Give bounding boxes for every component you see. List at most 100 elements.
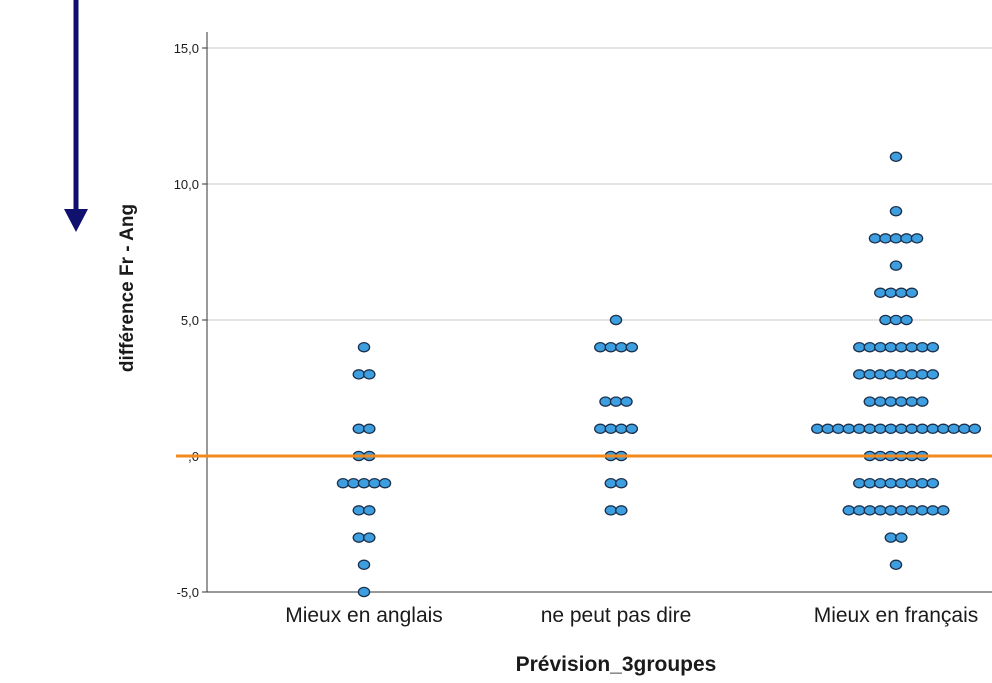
data-point: [895, 477, 908, 489]
data-point: [895, 505, 908, 516]
y-tick-label: 5,0: [181, 313, 199, 328]
data-point: [889, 151, 903, 163]
data-point: [889, 233, 903, 244]
data-point: [363, 532, 376, 543]
data-point: [357, 341, 371, 353]
data-point: [357, 559, 371, 571]
data-point: [889, 205, 903, 217]
data-point: [879, 314, 892, 326]
data-point: [863, 341, 877, 353]
data-point: [378, 477, 392, 489]
data-point: [926, 477, 940, 489]
data-point: [868, 233, 882, 244]
data-point: [916, 341, 929, 353]
data-point: [604, 341, 618, 353]
data-point: [599, 396, 612, 407]
data-point: [889, 559, 903, 571]
x-category-label: Mieux en français: [814, 604, 979, 627]
data-point: [842, 505, 856, 516]
data-point: [352, 423, 366, 435]
data-point: [625, 341, 639, 353]
data-point: [615, 505, 628, 516]
data-point: [594, 423, 607, 435]
data-point: [863, 396, 877, 407]
category-labels: Mieux en anglais ne peut pas dire Mieux en…: [285, 604, 978, 627]
data-point: [905, 423, 919, 435]
data-point: [926, 369, 940, 380]
data-point: [853, 477, 866, 489]
data-point: [347, 477, 360, 489]
data-point: [937, 423, 950, 435]
data-point: [900, 233, 913, 244]
data-point: [905, 369, 919, 380]
data-point: [879, 233, 892, 244]
data-point: [604, 505, 618, 516]
down-arrow-icon: [64, 0, 88, 232]
data-point: [357, 586, 371, 598]
data-dots: [336, 151, 982, 598]
data-point: [352, 532, 366, 543]
data-point: [900, 314, 913, 326]
data-point: [926, 341, 940, 353]
data-point: [895, 532, 908, 543]
data-point: [916, 477, 929, 489]
data-point: [615, 423, 628, 435]
data-point: [884, 287, 898, 299]
data-point: [889, 260, 903, 271]
data-point: [874, 369, 887, 380]
data-point: [874, 396, 887, 407]
data-point: [336, 477, 350, 489]
data-point: [884, 369, 898, 380]
data-point: [884, 532, 898, 543]
data-point: [874, 341, 887, 353]
data-point: [863, 369, 877, 380]
data-point: [853, 505, 866, 516]
axes: [206, 32, 992, 593]
data-point: [594, 341, 607, 353]
data-point: [905, 287, 919, 299]
data-point: [363, 505, 376, 516]
data-point: [916, 396, 929, 407]
data-point: [947, 423, 961, 435]
data-point: [895, 396, 908, 407]
data-point: [842, 423, 856, 435]
data-point: [863, 505, 877, 516]
data-point: [357, 477, 371, 489]
data-point: [926, 423, 940, 435]
y-ticks: -5,0,05,010,015,0: [174, 41, 207, 600]
x-category-label: ne peut pas dire: [541, 604, 692, 627]
data-point: [615, 477, 628, 489]
data-point: [853, 423, 866, 435]
data-point: [352, 369, 366, 380]
data-point: [889, 314, 903, 326]
data-point: [604, 477, 618, 489]
data-point: [620, 396, 633, 407]
data-point: [863, 477, 877, 489]
data-point: [874, 423, 887, 435]
data-point: [968, 423, 982, 435]
data-point: [916, 423, 929, 435]
data-point: [811, 423, 824, 435]
data-point: [926, 505, 940, 516]
data-point: [905, 505, 919, 516]
data-point: [853, 341, 866, 353]
data-point: [884, 423, 898, 435]
data-point: [615, 341, 628, 353]
y-tick-label: -5,0: [177, 585, 199, 600]
data-point: [368, 477, 381, 489]
data-point: [625, 423, 639, 435]
data-point: [884, 477, 898, 489]
data-point: [895, 287, 908, 299]
data-point: [874, 287, 887, 299]
data-point: [832, 423, 845, 435]
x-category-label: Mieux en anglais: [285, 604, 443, 627]
data-point: [937, 505, 950, 516]
data-point: [604, 423, 618, 435]
data-point: [910, 233, 924, 244]
data-point: [916, 505, 929, 516]
data-point: [895, 341, 908, 353]
data-point: [863, 423, 877, 435]
y-tick-label: 10,0: [174, 177, 199, 192]
data-point: [609, 314, 623, 326]
